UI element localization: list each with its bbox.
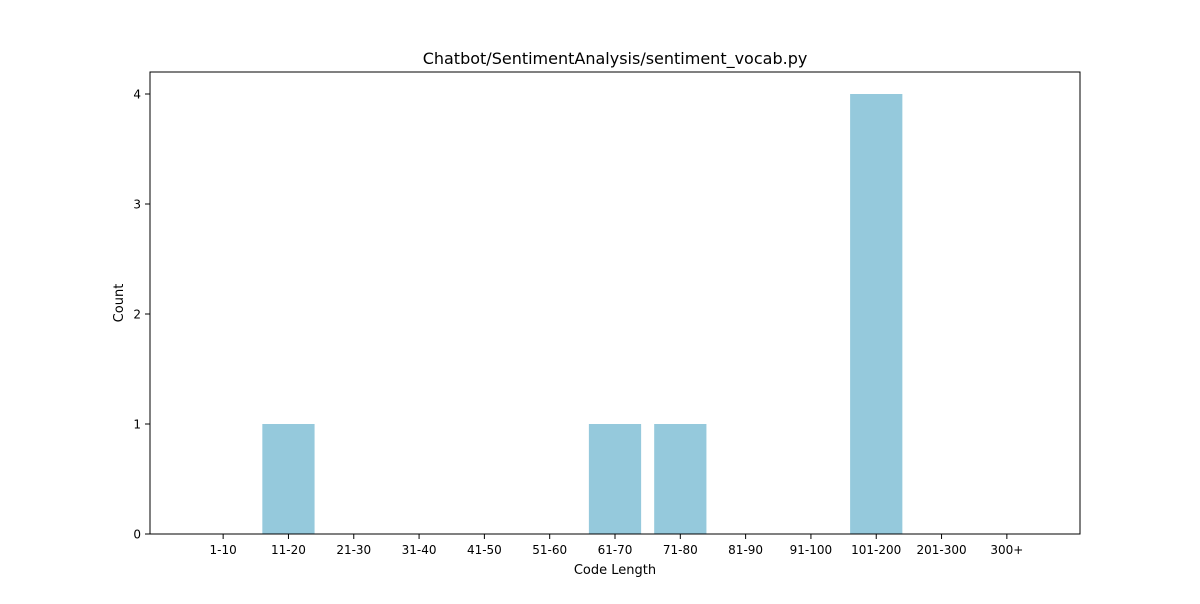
y-tick-label: 3 [133, 198, 141, 212]
x-tick-label: 91-100 [790, 543, 833, 557]
bars-group [262, 94, 903, 534]
x-tick-label: 81-90 [728, 543, 763, 557]
x-tick-label: 71-80 [663, 543, 698, 557]
y-tick-label: 0 [133, 528, 141, 542]
x-tick-label: 1-10 [210, 543, 237, 557]
y-tick-label: 1 [133, 418, 141, 432]
x-axis-label: Code Length [574, 563, 656, 578]
x-tick-label: 300+ [990, 543, 1023, 557]
bar-101-200 [850, 94, 903, 534]
y-tick-label: 4 [133, 88, 141, 102]
bar-61-70 [588, 424, 642, 534]
x-tick-label: 101-200 [851, 543, 901, 557]
x-axis-ticks: 1-10 11-20 21-30 31-40 41-50 51-60 61-70 71-80 8… [210, 534, 1023, 557]
x-tick-label: 51-60 [532, 543, 567, 557]
x-tick-label: 31-40 [402, 543, 437, 557]
bar-71-80 [654, 424, 707, 534]
chart-title: Chatbot/SentimentAnalysis/sentiment_voca… [423, 49, 808, 69]
x-tick-label: 201-300 [916, 543, 966, 557]
y-axis-ticks: 0 1 2 3 4 [133, 88, 150, 542]
x-tick-label: 11-20 [271, 543, 306, 557]
x-tick-label: 61-70 [598, 543, 633, 557]
x-tick-label: 21-30 [336, 543, 371, 557]
y-axis-label: Count [112, 284, 127, 323]
y-tick-label: 2 [133, 308, 141, 322]
bar-11-20 [262, 424, 315, 534]
x-tick-label: 41-50 [467, 543, 502, 557]
plot-frame [149, 71, 1081, 535]
